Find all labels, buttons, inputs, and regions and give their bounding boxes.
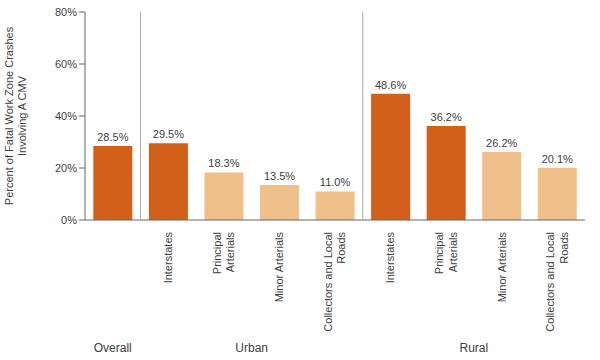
svg-text:Overall: Overall [94,341,132,355]
svg-text:Interstates: Interstates [384,232,396,284]
svg-text:18.3%: 18.3% [208,157,239,169]
svg-text:26.2%: 26.2% [486,137,517,149]
svg-text:48.6%: 48.6% [375,79,406,91]
svg-text:0%: 0% [61,214,77,226]
svg-text:Percent of Fatal Work Zone Cra: Percent of Fatal Work Zone CrashesInvolv… [8,26,28,205]
svg-text:Interstates: Interstates [162,232,174,284]
svg-text:Rural: Rural [460,341,489,355]
svg-text:40%: 40% [55,110,77,122]
svg-text:Minor Arterials: Minor Arterials [496,232,508,303]
svg-text:PrincipalArterials: PrincipalArterials [433,232,458,275]
svg-text:60%: 60% [55,58,77,70]
svg-text:Minor Arterials: Minor Arterials [273,232,285,303]
svg-text:28.5%: 28.5% [97,131,128,143]
svg-text:29.5%: 29.5% [153,128,184,140]
svg-text:20%: 20% [55,162,77,174]
svg-text:80%: 80% [55,6,77,18]
svg-text:Collectors and LocalRoads: Collectors and LocalRoads [322,232,347,332]
svg-text:20.1%: 20.1% [542,153,573,165]
svg-text:Urban: Urban [235,341,268,355]
svg-text:11.0%: 11.0% [320,176,351,188]
svg-text:PrincipalArterials: PrincipalArterials [211,232,236,275]
svg-text:36.2%: 36.2% [431,111,462,123]
svg-text:Collectors and LocalRoads: Collectors and LocalRoads [544,232,569,332]
svg-text:13.5%: 13.5% [264,170,295,182]
